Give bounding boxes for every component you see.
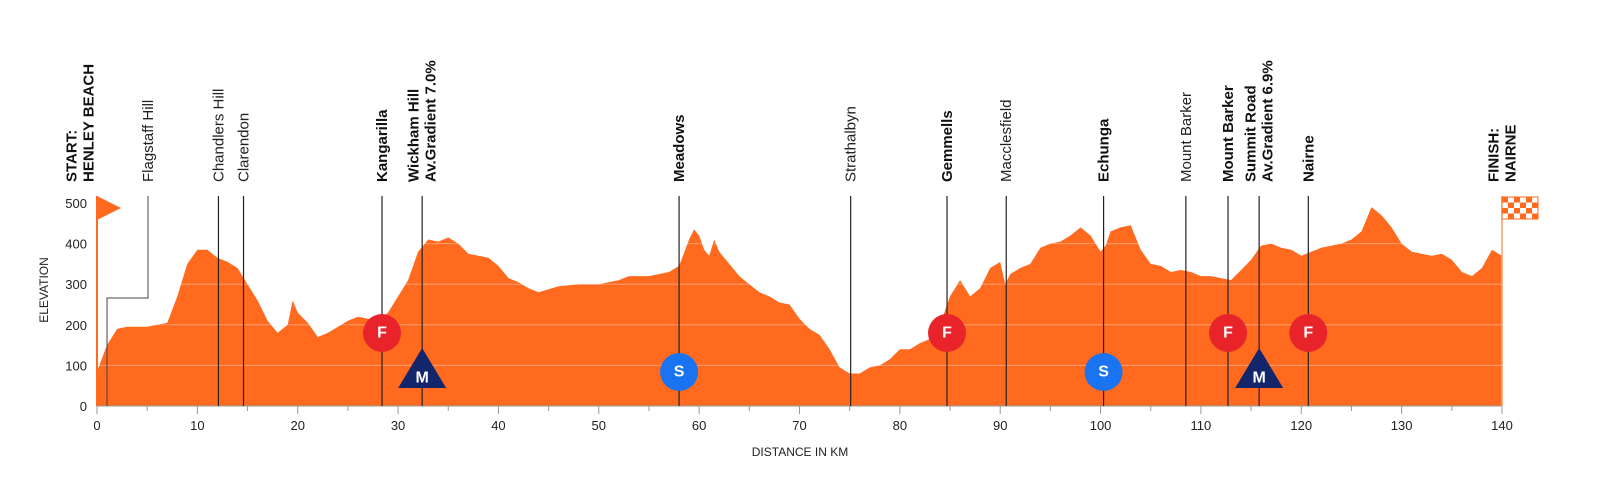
finish-check [1508,197,1514,203]
location-label: Kangarilla [374,109,391,182]
marker-shape [1084,353,1123,391]
finish-check [1502,213,1508,219]
location-label: Av.Gradient 7.0% [423,60,440,182]
elevation-area [97,207,1502,406]
finish-check [1514,213,1520,219]
x-tick-label: 60 [692,418,706,433]
finish-check [1520,202,1526,208]
y-axis-label: ELEVATION [37,257,51,323]
finish-check [1508,213,1514,219]
location-label: Flagstaff Hill [140,100,157,182]
location-label: Clarendon [236,113,253,182]
y-tick-label: 100 [65,358,87,373]
location-label: Mount Barker [1178,92,1195,182]
finish-check [1532,208,1538,214]
x-tick-label: 110 [1191,418,1212,433]
marker-shape [660,353,699,391]
x-tick-label: 140 [1491,418,1513,433]
finish-check [1508,208,1514,214]
finish-flag [1501,196,1539,220]
y-tick-label: 0 [80,399,87,414]
finish-check [1532,202,1538,208]
finish-check [1514,202,1520,208]
location-label: Summit Road [1243,85,1260,182]
location-label: Echunga [1096,118,1113,182]
y-tick-label: 400 [65,237,87,252]
marker-label: F [1303,325,1313,342]
x-tick-label: 120 [1290,418,1312,433]
x-tick-label: 100 [1090,418,1112,433]
finish-check [1502,202,1508,208]
location-label: Av.Gradient 6.9% [1260,60,1277,182]
finish-check [1526,202,1532,208]
x-tick-label: 50 [592,418,606,433]
marker-shape [1209,314,1248,352]
marker-shape [1289,314,1328,352]
finish-check [1514,197,1520,203]
location-label: Strathalbyn [843,106,860,182]
finish-check [1526,213,1532,219]
marker-label: S [1098,364,1109,381]
y-tick-label: 200 [65,318,87,333]
marker-label: F [1223,325,1233,342]
finish-check [1532,213,1538,219]
location-label: FINISH: [1486,128,1503,182]
finish-check [1526,208,1532,214]
marker-label: F [377,325,387,342]
finish-check [1526,197,1532,203]
y-tick-label: 300 [65,277,87,292]
finish-check [1502,208,1508,214]
location-label: Mount Barker [1220,85,1237,182]
y-tick-label: 500 [65,196,87,211]
finish-check [1502,197,1508,203]
location-label: Gemmells [939,110,956,182]
location-label: Nairne [1300,135,1317,182]
marker-shape [398,348,447,388]
x-tick-label: 80 [893,418,907,433]
location-label: START: [64,130,81,182]
location-label: HENLEY BEACH [81,64,98,182]
x-tick-label: 130 [1391,418,1413,433]
finish-check [1514,208,1520,214]
x-tick-label: 0 [93,418,100,433]
location-label: Macclesfield [998,99,1015,182]
location-label: Wickham Hill [406,89,423,182]
finish-check [1520,213,1526,219]
x-tick-label: 70 [792,418,806,433]
location-label: NAIRNE [1503,124,1520,182]
x-tick-label: 30 [391,418,405,433]
finish-check [1520,208,1526,214]
finish-check [1532,197,1538,203]
location-leader [106,196,149,406]
start-flag [97,196,121,220]
finish-check [1520,197,1526,203]
marker-shape [1235,348,1284,388]
finish-border [1501,196,1539,220]
finish-check [1508,202,1514,208]
marker-label: M [1252,370,1265,387]
marker-shape [928,314,967,352]
x-axis-label: DISTANCE IN KM [752,445,848,459]
location-label: Meadows [671,114,688,182]
x-tick-label: 20 [290,418,304,433]
marker-label: M [415,370,428,387]
x-tick-label: 10 [190,418,204,433]
marker-label: F [942,325,952,342]
location-label: Chandlers Hill [210,89,227,182]
x-tick-label: 90 [993,418,1007,433]
x-tick-label: 40 [491,418,505,433]
marker-label: S [674,364,685,381]
marker-shape [363,314,402,352]
